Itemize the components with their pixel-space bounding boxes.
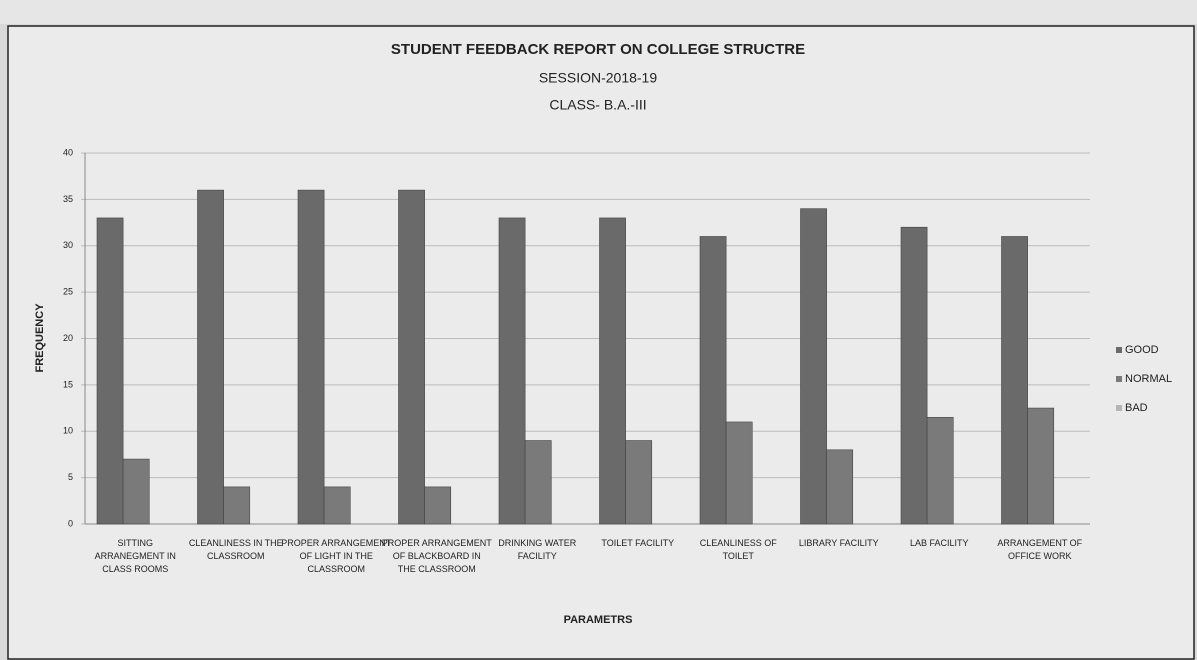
bar — [223, 486, 251, 525]
bar — [297, 189, 325, 525]
bar — [197, 189, 224, 525]
bar — [800, 208, 827, 525]
bar — [1001, 236, 1028, 525]
x-tick-label: CLEANLINESS IN THE CLASSROOM — [189, 538, 283, 561]
y-tick-label: 30 — [63, 240, 73, 250]
y-tick-label: 20 — [63, 333, 73, 343]
y-tick-label: 15 — [63, 379, 73, 389]
x-tick-label: TOILET FACILITY — [601, 538, 674, 548]
bar — [1027, 407, 1055, 525]
x-tick-label: SITTING ARRANEGMENT IN CLASS ROOMS — [95, 538, 176, 574]
y-tick-label: 10 — [63, 426, 73, 436]
legend-label: NORMAL — [1125, 373, 1172, 385]
chart-subtitle: SESSION-2018-19 — [539, 70, 657, 86]
page-top — [0, 0, 1197, 24]
legend-swatch — [1116, 405, 1122, 411]
bar — [398, 189, 425, 525]
x-tick-label: CLEANLINESS OF TOILET — [700, 538, 778, 561]
chart-subtitle: CLASS- B.A.-III — [549, 97, 646, 113]
x-tick-label: PROPER ARRANGEMENT OF BLACKBOARD IN THE CL… — [382, 538, 493, 574]
legend-label: GOOD — [1125, 344, 1159, 356]
bar — [323, 486, 351, 525]
x-tick-label: DRINKING WATER FACILITY — [498, 538, 576, 561]
x-tick-label: PROPER ARRANGEMENT OF LIGHT IN THE CLASSRO… — [281, 538, 392, 574]
bar — [599, 217, 626, 525]
bar — [524, 440, 552, 525]
bar — [725, 421, 753, 525]
legend-swatch — [1116, 347, 1122, 353]
bar — [625, 440, 653, 525]
x-axis-label: PARAMETRS — [564, 614, 633, 626]
legend-swatch — [1116, 376, 1122, 382]
y-tick-label: 5 — [68, 472, 73, 482]
y-tick-label: 40 — [63, 147, 73, 157]
x-tick-label: LIBRARY FACILITY — [799, 538, 879, 548]
bar — [826, 449, 854, 525]
y-tick-label: 25 — [63, 287, 73, 297]
bar — [424, 486, 452, 525]
chart-title: STUDENT FEEDBACK REPORT ON COLLEGE STRUC… — [391, 41, 805, 58]
bar — [122, 458, 150, 525]
bar — [498, 217, 526, 525]
bar — [699, 236, 727, 525]
x-tick-label: LAB FACILITY — [910, 538, 969, 548]
bar — [900, 226, 928, 525]
y-tick-label: 0 — [68, 518, 73, 528]
legend-label: BAD — [1125, 402, 1148, 414]
bar — [96, 217, 124, 525]
bar — [926, 417, 954, 525]
y-axis-label: FREQUENCY — [34, 303, 46, 373]
y-tick-label: 35 — [63, 194, 73, 204]
x-tick-label: ARRANGEMENT OF OFFICE WORK — [997, 538, 1082, 561]
